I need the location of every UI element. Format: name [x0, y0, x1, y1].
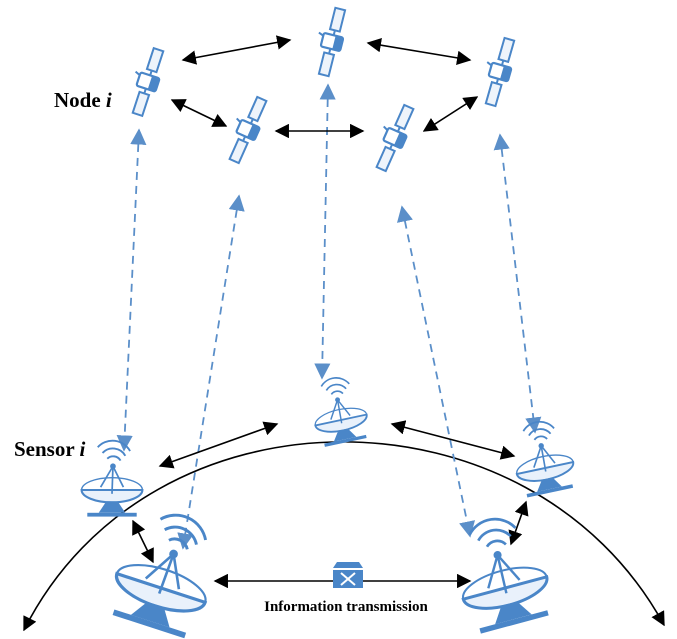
link-sat3-sat5	[366, 38, 472, 65]
satellite-dish-icon	[305, 372, 373, 449]
satellite-dish-icon	[443, 507, 558, 638]
link-ground-1-2	[132, 519, 154, 564]
satellite-icon	[308, 4, 352, 79]
router-icon	[333, 562, 363, 588]
uplink-3	[314, 83, 336, 380]
link-ground-4-5	[508, 500, 529, 546]
solid-links	[132, 35, 529, 589]
satellite-icon	[122, 43, 170, 119]
satellite-icon	[366, 99, 420, 175]
sensor-label: Sensor i	[14, 437, 86, 461]
uplink-4	[397, 205, 475, 538]
node-word: Node	[54, 88, 101, 112]
node-label: Node i	[54, 88, 112, 112]
link-sat4-sat5	[422, 96, 479, 132]
link-ground-1-3	[158, 421, 279, 469]
link-sat1-sat2	[170, 99, 228, 127]
node-var: i	[106, 88, 112, 112]
uplink-1	[116, 128, 147, 452]
uplink-2	[177, 194, 245, 550]
satellite-dish-icon	[102, 500, 230, 639]
link-ground-3-4	[390, 420, 516, 460]
uplink-5	[493, 133, 542, 434]
satellite-icon	[475, 34, 521, 109]
link-sat1-sat3	[181, 35, 292, 65]
sensor-word: Sensor	[14, 437, 74, 461]
satellite-dish-icon	[506, 415, 580, 500]
dashed-links	[116, 83, 542, 550]
info-label: Information transmission	[264, 599, 428, 615]
satellite-icon	[219, 91, 273, 167]
sensor-var: i	[80, 437, 86, 461]
